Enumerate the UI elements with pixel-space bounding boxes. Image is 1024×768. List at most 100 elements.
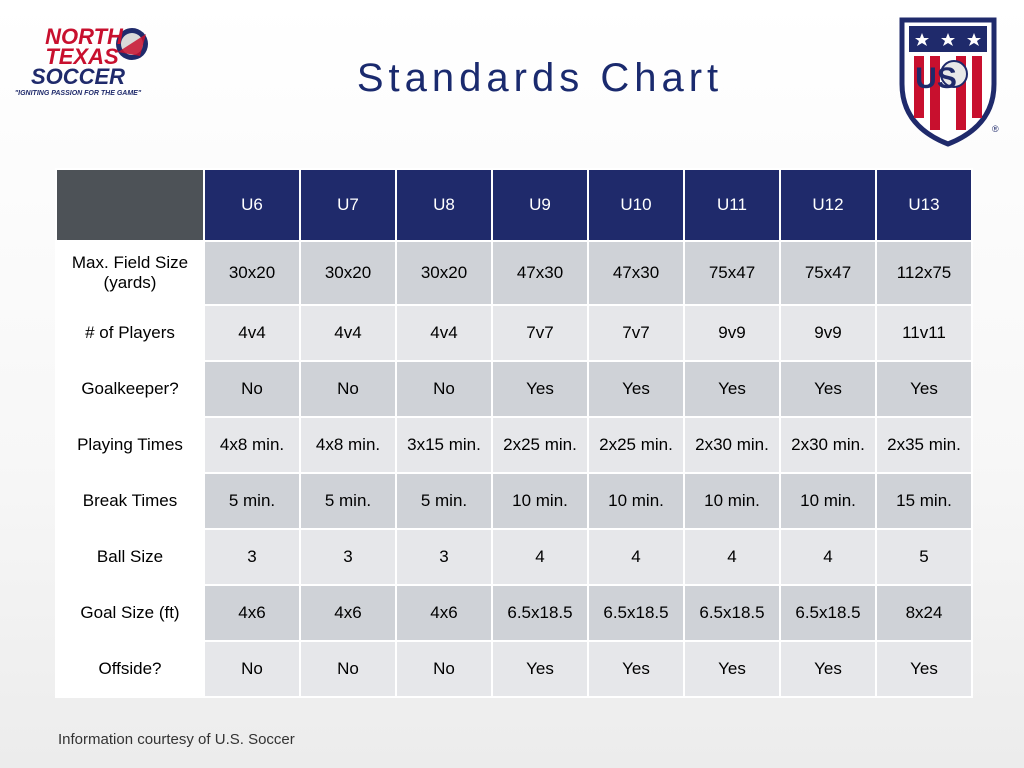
table-cell: 6.5x18.5 (491, 584, 589, 642)
table-cell: 3x15 min. (395, 416, 493, 474)
table-cell: No (299, 360, 397, 418)
table-row: Goalkeeper? No No No Yes Yes Yes Yes Yes (55, 360, 973, 418)
table-cell: 47x30 (587, 240, 685, 306)
table-cell: 6.5x18.5 (779, 584, 877, 642)
table-cell: Yes (875, 640, 973, 698)
table-cell: No (203, 360, 301, 418)
table-cell: 4 (587, 528, 685, 586)
source-credit: Information courtesy of U.S. Soccer (58, 731, 295, 748)
table-cell: 3 (299, 528, 397, 586)
us-soccer-crest-logo: US ® (899, 17, 999, 147)
table-cell: 7v7 (491, 304, 589, 362)
logo-line2: TEXAS (45, 44, 119, 69)
standards-table: U6 U7 U8 U9 U10 U11 U12 U13 Max. Field S… (55, 168, 973, 698)
table-cell: Yes (587, 360, 685, 418)
row-label: Goal Size (ft) (55, 584, 205, 642)
table-cell: 4x6 (299, 584, 397, 642)
table-cell: Yes (683, 360, 781, 418)
table-cell: 10 min. (491, 472, 589, 530)
table-cell: No (299, 640, 397, 698)
table-cell: 5 min. (299, 472, 397, 530)
row-label: # of Players (55, 304, 205, 362)
logo-line1: NORTH (45, 24, 124, 49)
table-cell: 4 (779, 528, 877, 586)
table-cell: Yes (779, 640, 877, 698)
table-cell: Yes (491, 360, 589, 418)
table-cell: 6.5x18.5 (683, 584, 781, 642)
table-cell: 2x30 min. (779, 416, 877, 474)
column-header: U13 (875, 168, 973, 242)
table-cell: Yes (875, 360, 973, 418)
row-label: Ball Size (55, 528, 205, 586)
table-cell: 3 (203, 528, 301, 586)
table-cell: 2x35 min. (875, 416, 973, 474)
table-row: Break Times 5 min. 5 min. 5 min. 10 min.… (55, 472, 973, 530)
crest-text: US (915, 62, 957, 95)
table-cell: 4v4 (299, 304, 397, 362)
table-cell: 30x20 (203, 240, 301, 306)
table-cell: 10 min. (779, 472, 877, 530)
table-row: Goal Size (ft) 4x6 4x6 4x6 6.5x18.5 6.5x… (55, 584, 973, 642)
table-cell: 4v4 (395, 304, 493, 362)
row-label: Break Times (55, 472, 205, 530)
table-cell: 4 (491, 528, 589, 586)
table-cell: Yes (491, 640, 589, 698)
column-header: U11 (683, 168, 781, 242)
table-cell: 7v7 (587, 304, 685, 362)
table-cell: 75x47 (683, 240, 781, 306)
row-label: Max. Field Size (yards) (55, 240, 205, 306)
table-cell: 5 (875, 528, 973, 586)
row-label: Goalkeeper? (55, 360, 205, 418)
table-cell: 30x20 (395, 240, 493, 306)
table-cell: No (395, 360, 493, 418)
column-header: U9 (491, 168, 589, 242)
table-cell: 30x20 (299, 240, 397, 306)
page-title: Standards Chart (356, 56, 724, 100)
table-row: Max. Field Size (yards) 30x20 30x20 30x2… (55, 240, 973, 306)
logo-tagline: "IGNITING PASSION FOR THE GAME" (15, 90, 142, 97)
header-row: U6 U7 U8 U9 U10 U11 U12 U13 (55, 168, 973, 242)
table-cell: 11v11 (875, 304, 973, 362)
table-row: Playing Times 4x8 min. 4x8 min. 3x15 min… (55, 416, 973, 474)
table-cell: 4x6 (395, 584, 493, 642)
logo-line3: SOCCER (31, 64, 125, 89)
table-cell: 47x30 (491, 240, 589, 306)
table-cell: 3 (395, 528, 493, 586)
table-cell: 5 min. (395, 472, 493, 530)
column-header: U10 (587, 168, 685, 242)
table-cell: 4x8 min. (299, 416, 397, 474)
row-label: Playing Times (55, 416, 205, 474)
column-header: U6 (203, 168, 301, 242)
registered-mark: ® (992, 124, 999, 134)
table-row: Offside? No No No Yes Yes Yes Yes Yes (55, 640, 973, 698)
table-cell: 8x24 (875, 584, 973, 642)
table-cell: 6.5x18.5 (587, 584, 685, 642)
table-cell: No (203, 640, 301, 698)
row-label: Offside? (55, 640, 205, 698)
table-row: # of Players 4v4 4v4 4v4 7v7 7v7 9v9 9v9… (55, 304, 973, 362)
corner-cell (55, 168, 205, 242)
table-cell: 9v9 (683, 304, 781, 362)
table-cell: 2x25 min. (587, 416, 685, 474)
column-header: U8 (395, 168, 493, 242)
table-cell: Yes (587, 640, 685, 698)
table-cell: 112x75 (875, 240, 973, 306)
table-cell: 2x30 min. (683, 416, 781, 474)
table-cell: 10 min. (587, 472, 685, 530)
table-cell: 4 (683, 528, 781, 586)
table-cell: 75x47 (779, 240, 877, 306)
table-cell: 4x8 min. (203, 416, 301, 474)
table-cell: 9v9 (779, 304, 877, 362)
table-cell: 10 min. (683, 472, 781, 530)
north-texas-soccer-logo: NORTH TEXAS SOCCER "IGNITING PASSION FOR… (15, 24, 148, 97)
table-cell: 4v4 (203, 304, 301, 362)
table-cell: Yes (683, 640, 781, 698)
table-cell: 4x6 (203, 584, 301, 642)
column-header: U12 (779, 168, 877, 242)
column-header: U7 (299, 168, 397, 242)
table-row: Ball Size 3 3 3 4 4 4 4 5 (55, 528, 973, 586)
table-cell: Yes (779, 360, 877, 418)
table-cell: No (395, 640, 493, 698)
table-cell: 5 min. (203, 472, 301, 530)
table-cell: 2x25 min. (491, 416, 589, 474)
